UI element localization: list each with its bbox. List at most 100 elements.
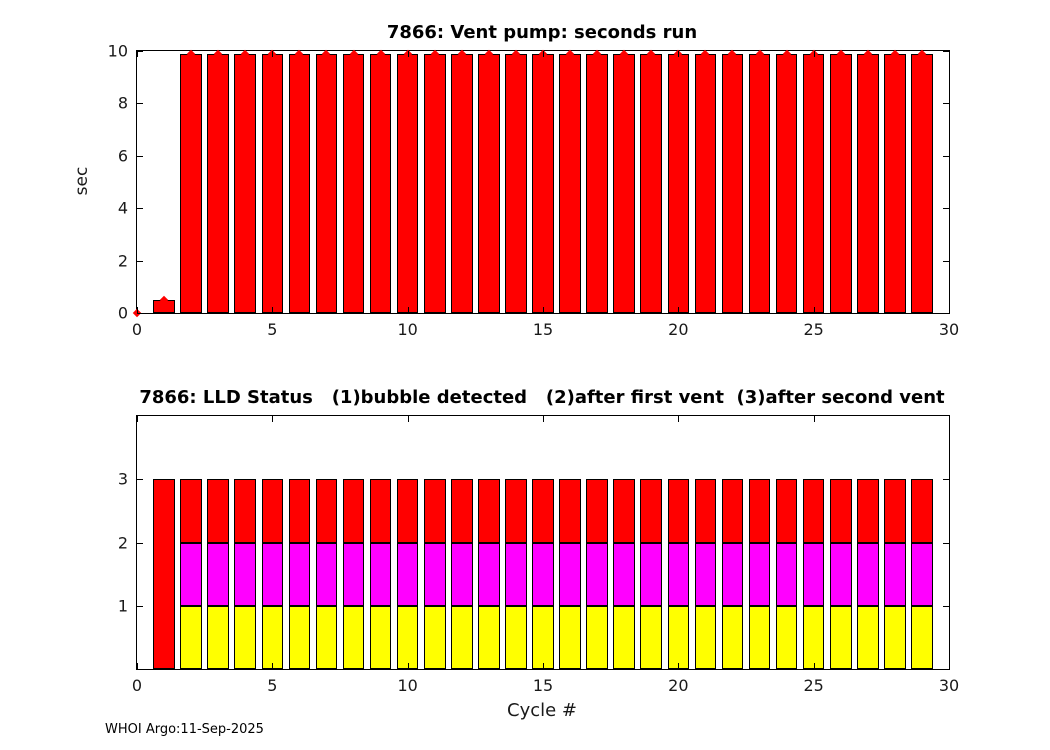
bar-segment [369, 479, 392, 543]
x-tick-label: 15 [532, 676, 554, 695]
bar-segment [721, 542, 744, 606]
bar-segment [884, 53, 906, 313]
x-tick-label: 10 [397, 676, 418, 695]
bar-segment [748, 605, 771, 669]
bar-segment [667, 605, 690, 669]
x-tick-mark [407, 307, 409, 313]
y-tick-mark [137, 208, 143, 210]
x-tick-mark [813, 307, 815, 313]
x-tick-label: 30 [938, 676, 960, 695]
bar-segment [396, 542, 419, 606]
x-tick-mark [678, 416, 680, 422]
bar-segment [667, 479, 690, 543]
y-tick-label: 2 [117, 251, 128, 271]
bar-segment [478, 53, 500, 313]
bar-segment [884, 479, 906, 543]
bar-segment [775, 542, 798, 606]
bar-segment [532, 479, 554, 543]
bar-segment [234, 605, 257, 669]
y-tick-mark [137, 51, 143, 52]
y-tick-label: 10 [107, 41, 128, 61]
bar-segment [613, 479, 635, 543]
bar-segment [396, 605, 419, 669]
x-tick-mark [272, 307, 274, 313]
bar-segment [640, 479, 663, 543]
bar-segment [694, 605, 717, 669]
bar-segment [234, 542, 257, 606]
bar-segment [586, 542, 608, 606]
y-tick-mark [137, 313, 143, 314]
x-tick-mark [949, 51, 950, 57]
bar-segment [721, 53, 744, 313]
bar-segment [207, 542, 229, 606]
bar-segment [180, 53, 202, 313]
bar-segment [613, 605, 635, 669]
bar-segment [802, 53, 825, 313]
x-tick-mark [543, 663, 544, 669]
y-tick-label: 2 [117, 533, 128, 552]
y-tick-mark [943, 208, 949, 210]
y-tick-label: 6 [117, 146, 128, 166]
bar-segment [180, 542, 202, 606]
y-tick-mark [137, 479, 143, 481]
x-tick-mark [407, 51, 409, 57]
x-tick-mark [949, 663, 950, 669]
bar-segment [694, 53, 717, 313]
y-tick-label: 3 [117, 469, 128, 489]
bar-segment [207, 479, 229, 543]
bar-segment [478, 479, 500, 543]
x-tick-label: 5 [267, 676, 278, 695]
y-tick-mark [137, 605, 143, 607]
bar-segment [748, 542, 771, 606]
x-tick-label: 5 [267, 320, 278, 339]
x-tick-mark [137, 663, 138, 669]
bar-segment [369, 605, 392, 669]
y-tick-label: 1 [117, 596, 128, 616]
bar-segment [207, 53, 229, 313]
bar-segment [559, 479, 581, 543]
x-tick-mark [272, 416, 274, 422]
x-tick-label: 20 [668, 676, 689, 695]
bar-segment [288, 53, 311, 313]
x-tick-mark [137, 51, 138, 57]
bar-segment [721, 479, 744, 543]
bar-segment [802, 542, 825, 606]
bar-segment [261, 542, 284, 606]
bar-segment [775, 479, 798, 543]
bar-segment [667, 53, 690, 313]
x-tick-mark [678, 307, 680, 313]
bar-segment [856, 605, 879, 669]
bar-segment [802, 479, 825, 543]
bar-segment [721, 605, 744, 669]
bar-segment [613, 53, 635, 313]
y-tick-mark [943, 155, 949, 157]
bar-segment [586, 605, 608, 669]
bar-segment [640, 605, 663, 669]
x-tick-label: 10 [397, 320, 418, 339]
bar-segment [369, 542, 392, 606]
bar-segment [856, 53, 879, 313]
bar-segment [505, 479, 527, 543]
x-tick-label: 0 [131, 676, 143, 695]
top-chart-y-axis-label: sec [72, 166, 92, 196]
bar-segment [315, 542, 338, 606]
bar-segment [369, 53, 392, 313]
bar-segment [505, 542, 527, 606]
bar-segment [234, 479, 257, 543]
bar-segment [694, 542, 717, 606]
footer-annotation: WHOI Argo:11-Sep-2025 [105, 722, 264, 737]
x-tick-label: 15 [532, 320, 554, 339]
bar-segment [748, 479, 771, 543]
bar-segment [315, 53, 338, 313]
bar-segment [911, 53, 933, 313]
bar-segment [478, 605, 500, 669]
bar-segment [315, 479, 338, 543]
bar-segment [423, 479, 446, 543]
y-tick-mark [943, 542, 949, 544]
bar-segment [559, 605, 581, 669]
x-tick-label: 25 [803, 320, 824, 339]
bar-segment [423, 605, 446, 669]
bottom-chart-x-axis-label: Cycle # [507, 700, 577, 721]
bar-segment [342, 605, 365, 669]
